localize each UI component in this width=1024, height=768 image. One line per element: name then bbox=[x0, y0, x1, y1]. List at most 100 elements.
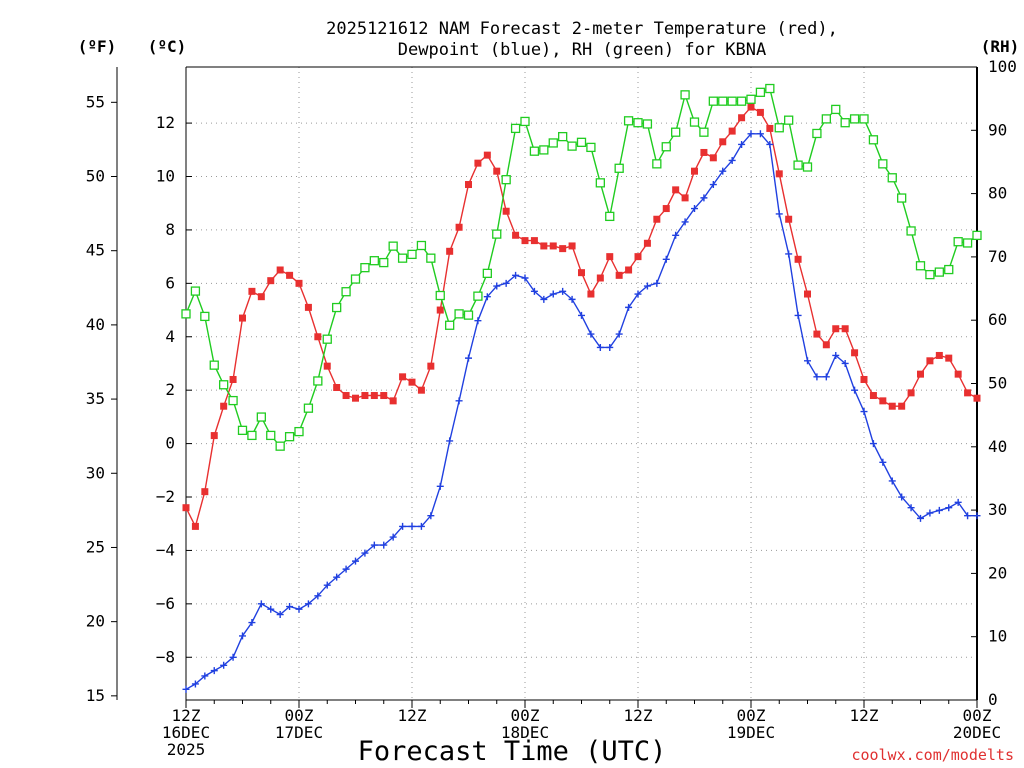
dewpoint-point bbox=[869, 440, 877, 448]
dewpoint-point bbox=[559, 287, 567, 295]
fahrenheit-tick-label: 40 bbox=[86, 315, 105, 334]
rh-point bbox=[219, 380, 229, 390]
temperature-point bbox=[964, 389, 972, 397]
x-tick-label: 00Z bbox=[963, 706, 992, 725]
celsius-tick-label: −4 bbox=[156, 540, 175, 559]
temperature-point bbox=[756, 108, 764, 116]
temperature-point bbox=[502, 207, 510, 215]
chart-title-line-2: Dewpoint (blue), RH (green) for KBNA bbox=[398, 40, 766, 60]
series-dewpoint bbox=[182, 130, 981, 693]
dewpoint-point bbox=[851, 386, 859, 394]
rh-point bbox=[567, 141, 577, 151]
rh-point bbox=[699, 127, 709, 137]
rh-point bbox=[595, 178, 605, 188]
temperature-point bbox=[210, 432, 218, 440]
temperature-point bbox=[869, 392, 877, 400]
x-tick-label: 12Z bbox=[398, 706, 427, 725]
temperature-point bbox=[578, 269, 585, 277]
x-tick-label: 12Z bbox=[850, 706, 879, 725]
fahrenheit-axis-unit: (ºF) bbox=[78, 37, 117, 56]
rh-point bbox=[473, 291, 483, 301]
dewpoint-point bbox=[879, 458, 887, 466]
temperature-point bbox=[709, 154, 717, 162]
rh-point bbox=[915, 261, 926, 271]
rh-point bbox=[793, 160, 803, 170]
dewpoint-point bbox=[304, 600, 312, 608]
temperature-point bbox=[606, 253, 614, 261]
dewpoint-point bbox=[352, 557, 359, 565]
rh-point bbox=[718, 96, 728, 106]
rh-point bbox=[605, 211, 615, 222]
temperature-point bbox=[446, 247, 454, 255]
dewpoint-point bbox=[342, 565, 350, 573]
chart-title-line-1: 2025121612 NAM Forecast 2-meter Temperat… bbox=[326, 19, 838, 39]
dewpoint-point bbox=[530, 287, 538, 295]
dewpoint-point bbox=[917, 514, 924, 522]
dewpoint-point bbox=[954, 498, 962, 506]
dewpoint-point bbox=[540, 295, 548, 303]
rh-point bbox=[407, 249, 417, 260]
fahrenheit-tick-label: 30 bbox=[86, 463, 105, 482]
temperature-point bbox=[427, 362, 435, 370]
temperature-point bbox=[389, 397, 397, 405]
rh-point bbox=[520, 116, 530, 127]
dewpoint-point bbox=[804, 357, 811, 365]
rh-tick-label: 70 bbox=[988, 247, 1007, 266]
dewpoint-point bbox=[191, 680, 199, 688]
temperature-point bbox=[907, 389, 915, 397]
temperature-point bbox=[267, 277, 275, 285]
rh-axis-unit: (RH) bbox=[981, 37, 1020, 56]
dewpoint-point bbox=[465, 354, 472, 362]
x-tick-label: 00Z bbox=[511, 706, 540, 725]
dewpoint-point bbox=[691, 205, 698, 213]
celsius-tick-label: 0 bbox=[165, 434, 175, 453]
rh-point bbox=[689, 117, 700, 127]
dewpoint-point bbox=[964, 512, 972, 520]
rh-point bbox=[962, 238, 973, 248]
temperature-point bbox=[643, 239, 651, 247]
dewpoint-point bbox=[841, 359, 849, 367]
dewpoint-point bbox=[436, 482, 444, 490]
rh-point bbox=[661, 142, 671, 152]
dewpoint-point bbox=[427, 512, 435, 520]
dewpoint-point bbox=[549, 290, 557, 298]
fahrenheit-tick-label: 55 bbox=[86, 92, 105, 111]
rh-tick-label: 80 bbox=[988, 184, 1007, 203]
dewpoint-point bbox=[785, 250, 793, 258]
rh-point bbox=[897, 193, 907, 203]
rh-point bbox=[652, 159, 662, 169]
rh-point bbox=[614, 163, 624, 173]
temperature-point bbox=[380, 392, 388, 400]
fahrenheit-tick-label: 35 bbox=[86, 389, 105, 408]
dewpoint-point bbox=[634, 290, 642, 298]
dewpoint-point bbox=[860, 408, 868, 416]
rh-tick-label: 10 bbox=[988, 627, 1007, 646]
dewpoint-point bbox=[973, 512, 981, 520]
rh-point bbox=[332, 302, 342, 313]
temperature-point bbox=[662, 205, 670, 213]
dewpoint-point bbox=[587, 330, 595, 338]
rh-tick-label: 30 bbox=[988, 500, 1007, 519]
x-tick-label: 16DEC bbox=[162, 723, 210, 742]
temperature-point bbox=[549, 242, 557, 250]
temperature-point bbox=[257, 293, 265, 301]
temperature-point bbox=[483, 151, 491, 159]
dewpoint-point bbox=[568, 295, 576, 303]
rh-tick-label: 0 bbox=[988, 690, 998, 709]
celsius-tick-label: 6 bbox=[165, 273, 175, 292]
temperature-point bbox=[860, 375, 868, 383]
temperature-point bbox=[822, 341, 830, 349]
fahrenheit-tick-label: 50 bbox=[86, 167, 105, 186]
rh-point bbox=[831, 104, 841, 115]
rh-point bbox=[275, 441, 285, 451]
temperature-point bbox=[615, 271, 623, 279]
rh-point bbox=[510, 123, 521, 134]
dewpoint-point bbox=[719, 167, 727, 175]
rh-point bbox=[633, 118, 643, 128]
rh-point bbox=[482, 268, 492, 279]
tick-labels: 121086420−2−4−6−855504540353025201510090… bbox=[86, 57, 1017, 759]
celsius-axis-unit: (ºC) bbox=[148, 37, 187, 56]
temperature-point bbox=[973, 394, 981, 402]
rh-point bbox=[887, 173, 897, 183]
